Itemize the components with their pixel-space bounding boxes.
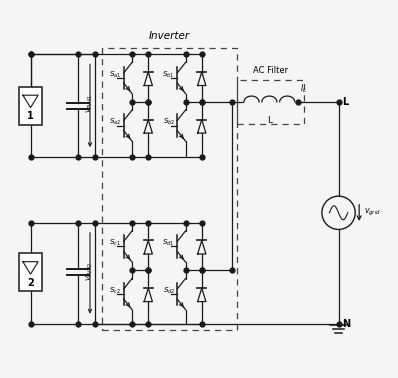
Bar <box>237 80 304 124</box>
Text: Inverter: Inverter <box>149 31 190 41</box>
Text: 1: 1 <box>27 111 34 121</box>
Text: $v_{grid}$: $v_{grid}$ <box>364 207 381 218</box>
Text: $I_L$: $I_L$ <box>300 82 307 94</box>
Text: N: N <box>342 319 350 329</box>
Bar <box>19 87 43 125</box>
Text: $S_{a2}$: $S_{a2}$ <box>109 117 121 127</box>
Text: $S_{a1}$: $S_{a1}$ <box>109 70 121 80</box>
Bar <box>19 253 43 291</box>
Text: $S_{c1}$: $S_{c1}$ <box>109 238 121 248</box>
Text: $S_{d2}$: $S_{d2}$ <box>162 286 175 296</box>
Text: $S_{b2}$: $S_{b2}$ <box>162 117 175 127</box>
Text: L: L <box>267 116 272 125</box>
Text: L: L <box>342 97 348 107</box>
Text: $S_{b1}$: $S_{b1}$ <box>162 70 175 80</box>
Bar <box>102 48 238 330</box>
Text: $V_{PVA2}$: $V_{PVA2}$ <box>85 262 95 281</box>
Text: 2: 2 <box>27 278 34 288</box>
Text: $S_{d1}$: $S_{d1}$ <box>162 238 175 248</box>
Text: $S_{c2}$: $S_{c2}$ <box>109 286 121 296</box>
Text: $V_{PVA1}$: $V_{PVA1}$ <box>85 94 95 113</box>
Text: AC Filter: AC Filter <box>253 66 288 75</box>
